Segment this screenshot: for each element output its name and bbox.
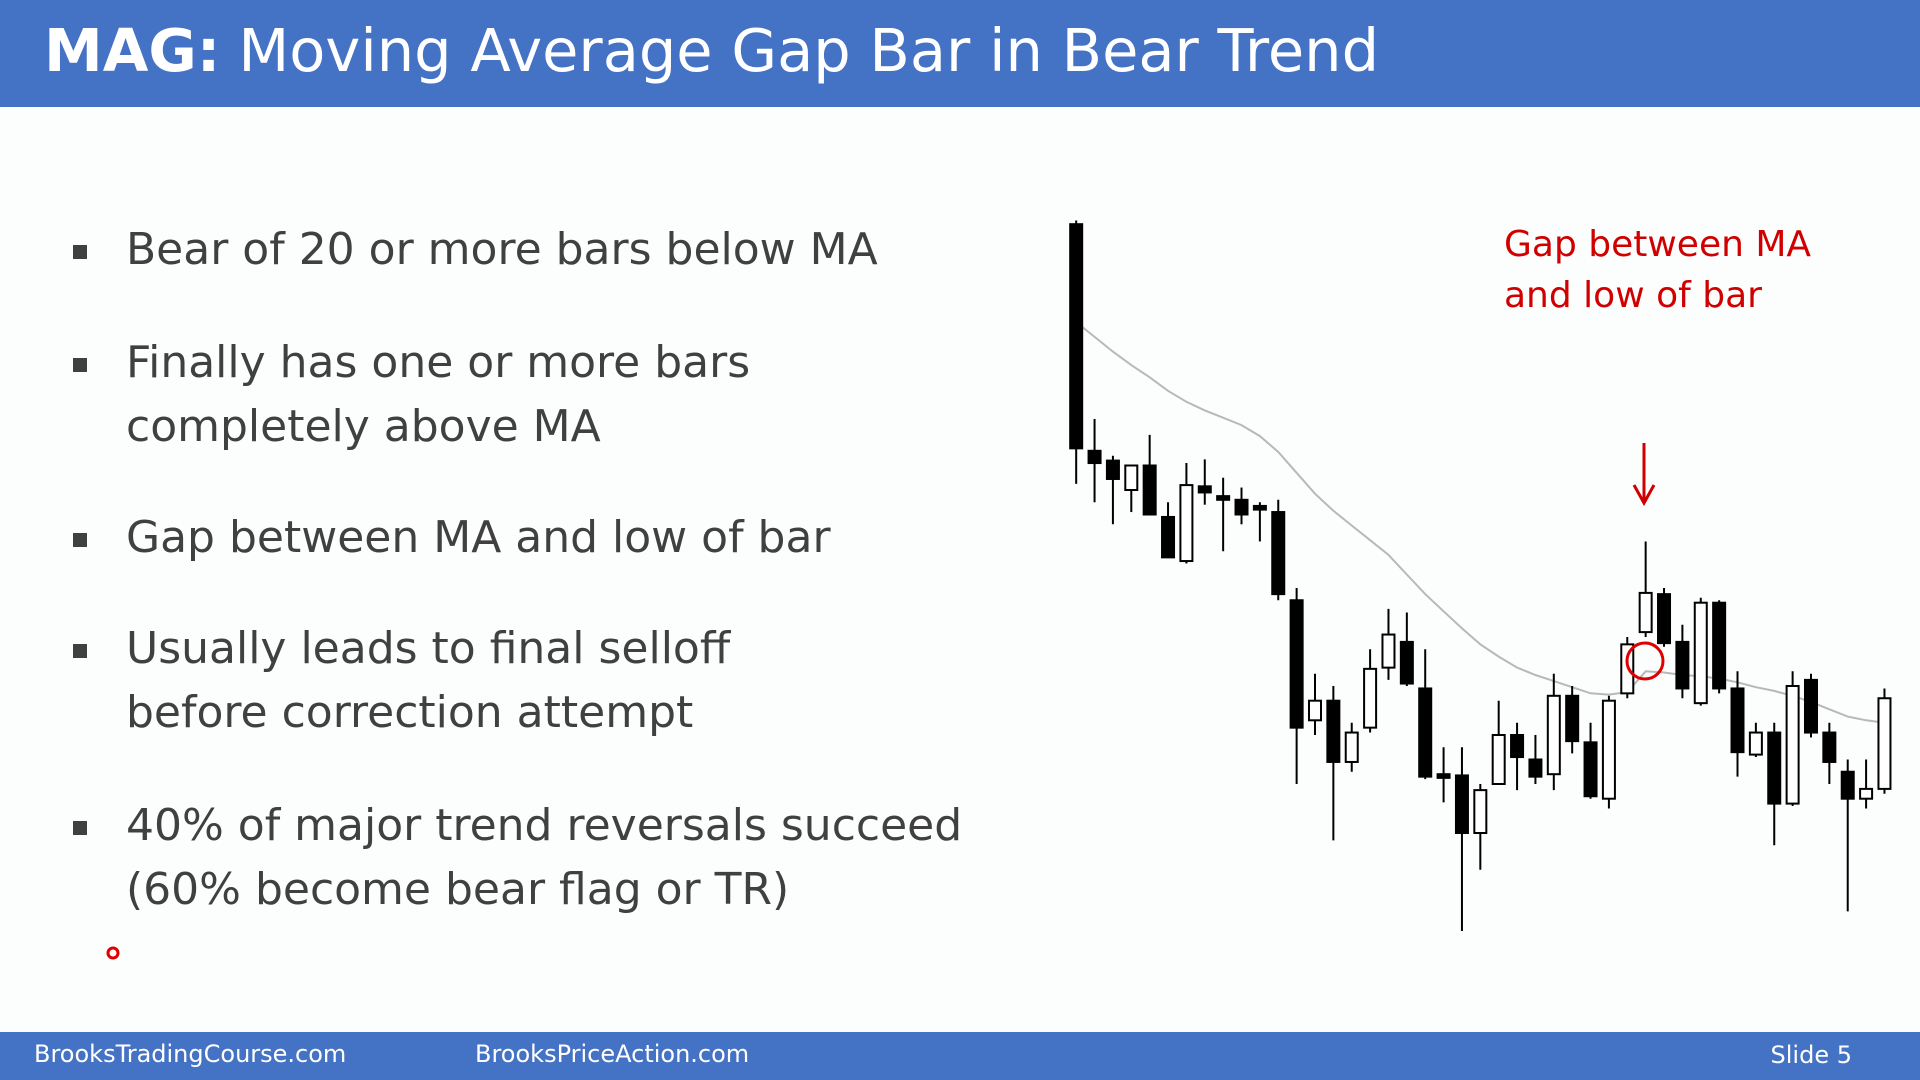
bear-candle-body	[1326, 699, 1341, 763]
arrow-head	[1632, 484, 1656, 507]
bear-candle-body	[1087, 449, 1102, 465]
gap-circle	[1625, 641, 1665, 681]
bullet-marker	[73, 644, 87, 658]
bear-candle-body	[1418, 687, 1433, 778]
footer-bar	[0, 1032, 1920, 1080]
bear-candle-body	[1565, 694, 1580, 743]
bear-candle-body	[1712, 601, 1727, 690]
footer-right: Slide 5	[1771, 1041, 1852, 1069]
bear-candle-body	[1289, 599, 1304, 729]
bullet-marker	[73, 821, 87, 835]
moving-average	[1075, 321, 1885, 724]
footer-middle: BrooksPriceAction.com	[475, 1040, 749, 1068]
bear-candle-body	[1657, 593, 1672, 645]
bear-candle-body	[1840, 770, 1855, 800]
bear-candle-body	[1069, 223, 1084, 450]
annotation-line: Gap between MA	[1504, 224, 1811, 265]
bear-candle-body	[1675, 640, 1690, 690]
bullet-text: completely above MA	[126, 401, 601, 452]
bull-candle-body	[1307, 699, 1322, 722]
bull-candle-body	[1546, 694, 1561, 776]
bullet-text: Usually leads to final selloff	[126, 623, 732, 674]
bear-candle-body	[1142, 464, 1157, 516]
bullet-list: Bear of 20 or more bars below MA Finally …	[73, 224, 962, 915]
bear-candle-body	[1510, 734, 1525, 759]
bull-candle-body	[1344, 731, 1359, 763]
footer-left: BrooksTradingCourse.com	[34, 1040, 346, 1068]
candlestick-chart	[1069, 220, 1892, 931]
bull-candle-body	[1601, 699, 1616, 800]
bull-candle-body	[1363, 667, 1378, 729]
bull-candle-body	[1473, 789, 1488, 834]
bear-candle-body	[1583, 741, 1598, 798]
annotation-line: and low of bar	[1504, 275, 1762, 316]
bullet-text: Bear of 20 or more bars below MA	[126, 224, 878, 275]
bull-candle-body	[1124, 464, 1139, 491]
bullet-text: before correction attempt	[126, 687, 693, 738]
bull-candle-body	[1693, 601, 1708, 705]
bullet-text: Gap between MA and low of bar	[126, 512, 831, 563]
bullet-marker	[73, 245, 87, 259]
bear-candle-body	[1234, 498, 1249, 516]
bear-candle-body	[1161, 515, 1176, 559]
bull-candle-body	[1491, 734, 1506, 785]
bear-candle-body	[1528, 758, 1543, 778]
bullet-marker	[73, 358, 87, 372]
bear-candle-body	[1803, 678, 1818, 734]
bear-candle-body	[1454, 774, 1469, 834]
bullet-text: Finally has one or more bars	[126, 337, 750, 388]
bear-candle-body	[1399, 640, 1414, 685]
bear-candle-body	[1436, 773, 1451, 779]
title-rest: Moving Average Gap Bar in Bear Trend	[238, 16, 1379, 85]
bullet-text: (60% become bear flag or TR)	[126, 864, 789, 915]
bull-candle-body	[1638, 591, 1653, 634]
bull-candle-body	[1877, 697, 1892, 790]
bull-candle-body	[1381, 633, 1396, 669]
bear-candle-body	[1216, 495, 1231, 501]
bear-candle-body	[1197, 485, 1212, 494]
bear-candle-body	[1822, 731, 1837, 763]
slide-title: MAG: Moving Average Gap Bar in Bear Trend	[44, 16, 1379, 85]
bear-candle-body	[1105, 459, 1120, 480]
pointer-dot	[106, 946, 120, 960]
header-bar	[0, 0, 1920, 107]
bull-candle-body	[1859, 787, 1874, 800]
bear-candle-body	[1767, 731, 1782, 805]
bull-candle-body	[1748, 731, 1763, 756]
bear-candle-body	[1271, 511, 1286, 596]
title-bold: MAG:	[44, 16, 220, 85]
bullet-text: 40% of major trend reversals succeed	[126, 800, 962, 851]
bullet-marker	[73, 533, 87, 547]
bull-candle-body	[1785, 685, 1800, 805]
bear-candle-body	[1252, 504, 1267, 511]
bull-candle-body	[1179, 484, 1194, 563]
bear-candle-body	[1730, 687, 1745, 754]
